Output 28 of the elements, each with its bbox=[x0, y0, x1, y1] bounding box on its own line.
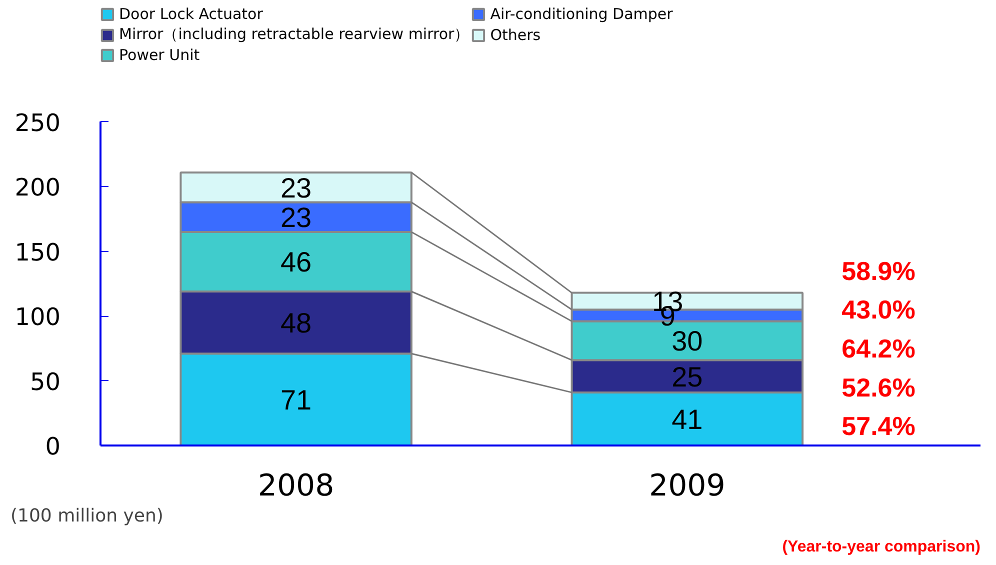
data-label: 71 bbox=[280, 384, 312, 416]
data-label: 23 bbox=[280, 172, 312, 204]
data-label: 41 bbox=[672, 404, 703, 435]
y-tick-label: 50 bbox=[30, 368, 61, 396]
legend-label: Others bbox=[490, 26, 541, 44]
annotation: 57.4% bbox=[842, 411, 916, 442]
y-tick-label: 250 bbox=[14, 108, 61, 137]
y-tick-label: 0 bbox=[45, 432, 61, 460]
y-tick-label: 200 bbox=[14, 174, 61, 202]
annotation: 52.6% bbox=[842, 372, 916, 402]
x-tick-label: 2008 bbox=[258, 468, 334, 504]
legend-label: Mirror（including retractable rearview mirror） bbox=[119, 25, 470, 44]
annotation: 43.0% bbox=[842, 294, 916, 325]
y-tick-label: 150 bbox=[14, 238, 61, 266]
data-label: 48 bbox=[280, 308, 312, 339]
data-label: 23 bbox=[280, 202, 312, 234]
legend-label: Air-conditioning Damper bbox=[490, 5, 673, 23]
annotation: 64.2% bbox=[842, 333, 916, 364]
data-label: 30 bbox=[672, 326, 703, 357]
text: (100 million yen) bbox=[10, 506, 164, 526]
legend-label: Door Lock Actuator bbox=[119, 5, 263, 23]
data-label: 25 bbox=[672, 361, 703, 392]
y-tick-label: 100 bbox=[14, 303, 61, 332]
annotation: 58.9% bbox=[842, 256, 916, 286]
text: (Year-to-year comparison) bbox=[782, 538, 980, 556]
legend-label: Power Unit bbox=[119, 46, 200, 64]
data-label: 46 bbox=[280, 246, 312, 278]
x-tick-label: 2009 bbox=[648, 468, 726, 504]
